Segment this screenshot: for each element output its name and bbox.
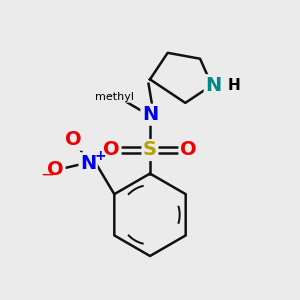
Text: methyl: methyl [95,92,134,102]
Text: N: N [80,154,96,173]
Text: O: O [65,130,82,149]
Text: N: N [205,76,221,95]
Text: S: S [143,140,157,160]
Text: O: O [180,140,196,160]
Text: O: O [47,160,64,178]
Text: methyl: methyl [109,95,114,96]
Text: O: O [103,140,120,160]
Text: N: N [142,105,158,124]
Text: H: H [228,78,241,93]
Text: −: − [40,165,55,183]
Text: +: + [94,149,106,163]
